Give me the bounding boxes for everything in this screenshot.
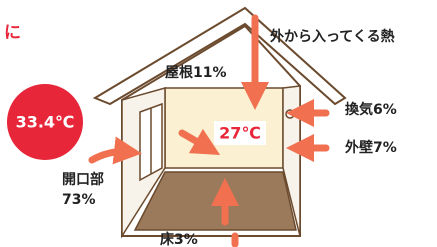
outside-temperature: 33.4℃ xyxy=(16,113,75,132)
page: {"header": {"title": "に"}, "caption": "外… xyxy=(0,0,437,247)
source-name: 床 xyxy=(160,231,175,247)
source-share: 7% xyxy=(373,140,397,156)
wall-label: 外壁7% xyxy=(345,139,397,156)
caption: 外から入ってくる熱 xyxy=(270,28,395,45)
floor-label: 床3% xyxy=(160,231,198,247)
source-share: 11% xyxy=(193,65,227,81)
source-share: 3% xyxy=(174,232,198,247)
title: に xyxy=(4,23,21,43)
opening-name: 開口部 xyxy=(62,171,104,188)
ventilation-label: 換気6% xyxy=(345,101,397,118)
heat-diagram: に 外から入ってくる熱 33.4℃ 27℃ 屋根11% 換気6% 外壁7% 開口… xyxy=(0,0,437,247)
inside-temperature: 27℃ xyxy=(219,124,261,143)
opening-share: 73% xyxy=(62,192,96,208)
source-name: 屋根 xyxy=(165,64,194,81)
roof-label: 屋根11% xyxy=(165,64,227,81)
source-share: 6% xyxy=(373,102,397,118)
source-name: 外壁 xyxy=(345,139,373,156)
source-name: 換気 xyxy=(345,101,373,118)
